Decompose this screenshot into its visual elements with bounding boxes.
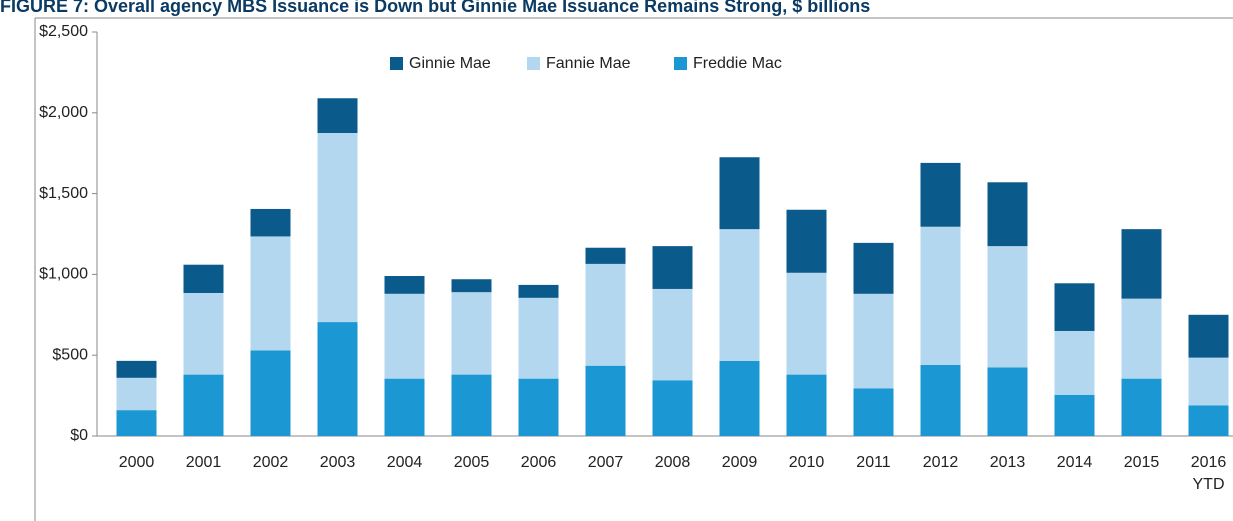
chart-title: FIGURE 7: Overall agency MBS Issuance is… — [0, 0, 871, 16]
bar-segment — [920, 226, 961, 365]
bar-segment — [250, 208, 291, 237]
bar-segment — [1054, 330, 1095, 395]
bar-segment — [853, 242, 894, 294]
bar-segment — [652, 288, 693, 381]
bar-segment — [1054, 394, 1095, 436]
bar-segment — [317, 98, 358, 133]
bar-segment — [317, 322, 358, 436]
x-tick-label: 2012 — [922, 454, 959, 471]
x-tick-label: 2011 — [856, 454, 891, 471]
x-tick-label: 2009 — [721, 454, 758, 471]
legend-swatch — [527, 57, 540, 70]
bar-segment — [451, 292, 492, 375]
bar-segment — [451, 374, 492, 436]
x-tick-label: 2004 — [386, 454, 423, 471]
y-tick-label: $2,000 — [39, 104, 88, 121]
bar-segment — [1188, 405, 1229, 436]
bar-segment — [317, 133, 358, 323]
x-tick-label: 2006 — [520, 454, 557, 471]
bar-segment — [518, 284, 559, 298]
x-tick-label: 2002 — [252, 454, 289, 471]
bar-segment — [1188, 314, 1229, 358]
bar-segment — [1121, 229, 1162, 299]
bar-segment — [116, 360, 157, 378]
bar-segment — [786, 272, 827, 375]
x-tick-label: 2000 — [118, 454, 155, 471]
bar-segment — [920, 162, 961, 227]
x-tick-label: 2007 — [587, 454, 624, 471]
x-tick-label: 2016 YTD — [1190, 454, 1227, 493]
x-tick-label: 2010 — [788, 454, 825, 471]
bar-segment — [250, 350, 291, 436]
bar-segment — [585, 365, 626, 436]
legend-label: Freddie Mac — [693, 55, 782, 72]
y-tick-label: $1,500 — [39, 185, 88, 202]
bar-segment — [719, 360, 760, 436]
bar-segment — [585, 263, 626, 366]
legend-label: Fannie Mae — [546, 55, 631, 72]
x-tick-label: 2008 — [654, 454, 691, 471]
x-tick-label: 2014 — [1056, 454, 1093, 471]
bar-segment — [250, 236, 291, 351]
bar-segment — [719, 157, 760, 230]
bar-segment — [1121, 298, 1162, 379]
bar-segment — [518, 297, 559, 379]
y-tick-label: $500 — [52, 346, 88, 363]
bar-segment — [183, 264, 224, 293]
x-tick-label: 2015 — [1123, 454, 1160, 471]
x-tick-label: 2005 — [453, 454, 490, 471]
bar-segment — [652, 380, 693, 436]
bar-segment — [585, 247, 626, 264]
bar-segment — [853, 388, 894, 436]
bar-segment — [116, 410, 157, 436]
legend-swatch — [674, 57, 687, 70]
bar-segment — [116, 377, 157, 411]
bar-segment — [384, 276, 425, 294]
bar-segment — [1054, 283, 1095, 331]
bar-segment — [183, 374, 224, 436]
bar-segment — [384, 293, 425, 379]
bar-segment — [451, 279, 492, 293]
bar-segment — [183, 292, 224, 375]
bar-segment — [1121, 378, 1162, 436]
bar-segment — [1188, 357, 1229, 406]
bar-segment — [987, 367, 1028, 436]
y-tick-label: $0 — [70, 427, 88, 444]
x-tick-label: 2001 — [185, 454, 222, 471]
bar-segment — [786, 374, 827, 436]
bar-segment — [719, 229, 760, 361]
y-tick-label: $1,000 — [39, 266, 88, 283]
x-tick-label: 2003 — [319, 454, 356, 471]
bar-segment — [987, 182, 1028, 247]
bar-segment — [853, 293, 894, 389]
bar-segment — [786, 209, 827, 273]
y-tick-label: $2,500 — [39, 23, 88, 40]
bar-segment — [920, 364, 961, 436]
legend-swatch — [390, 57, 403, 70]
bar-segment — [384, 378, 425, 436]
bar-segment — [518, 378, 559, 436]
bar-segment — [652, 246, 693, 289]
x-tick-label: 2013 — [989, 454, 1026, 471]
bar-segment — [987, 246, 1028, 368]
legend-label: Ginnie Mae — [409, 55, 491, 72]
